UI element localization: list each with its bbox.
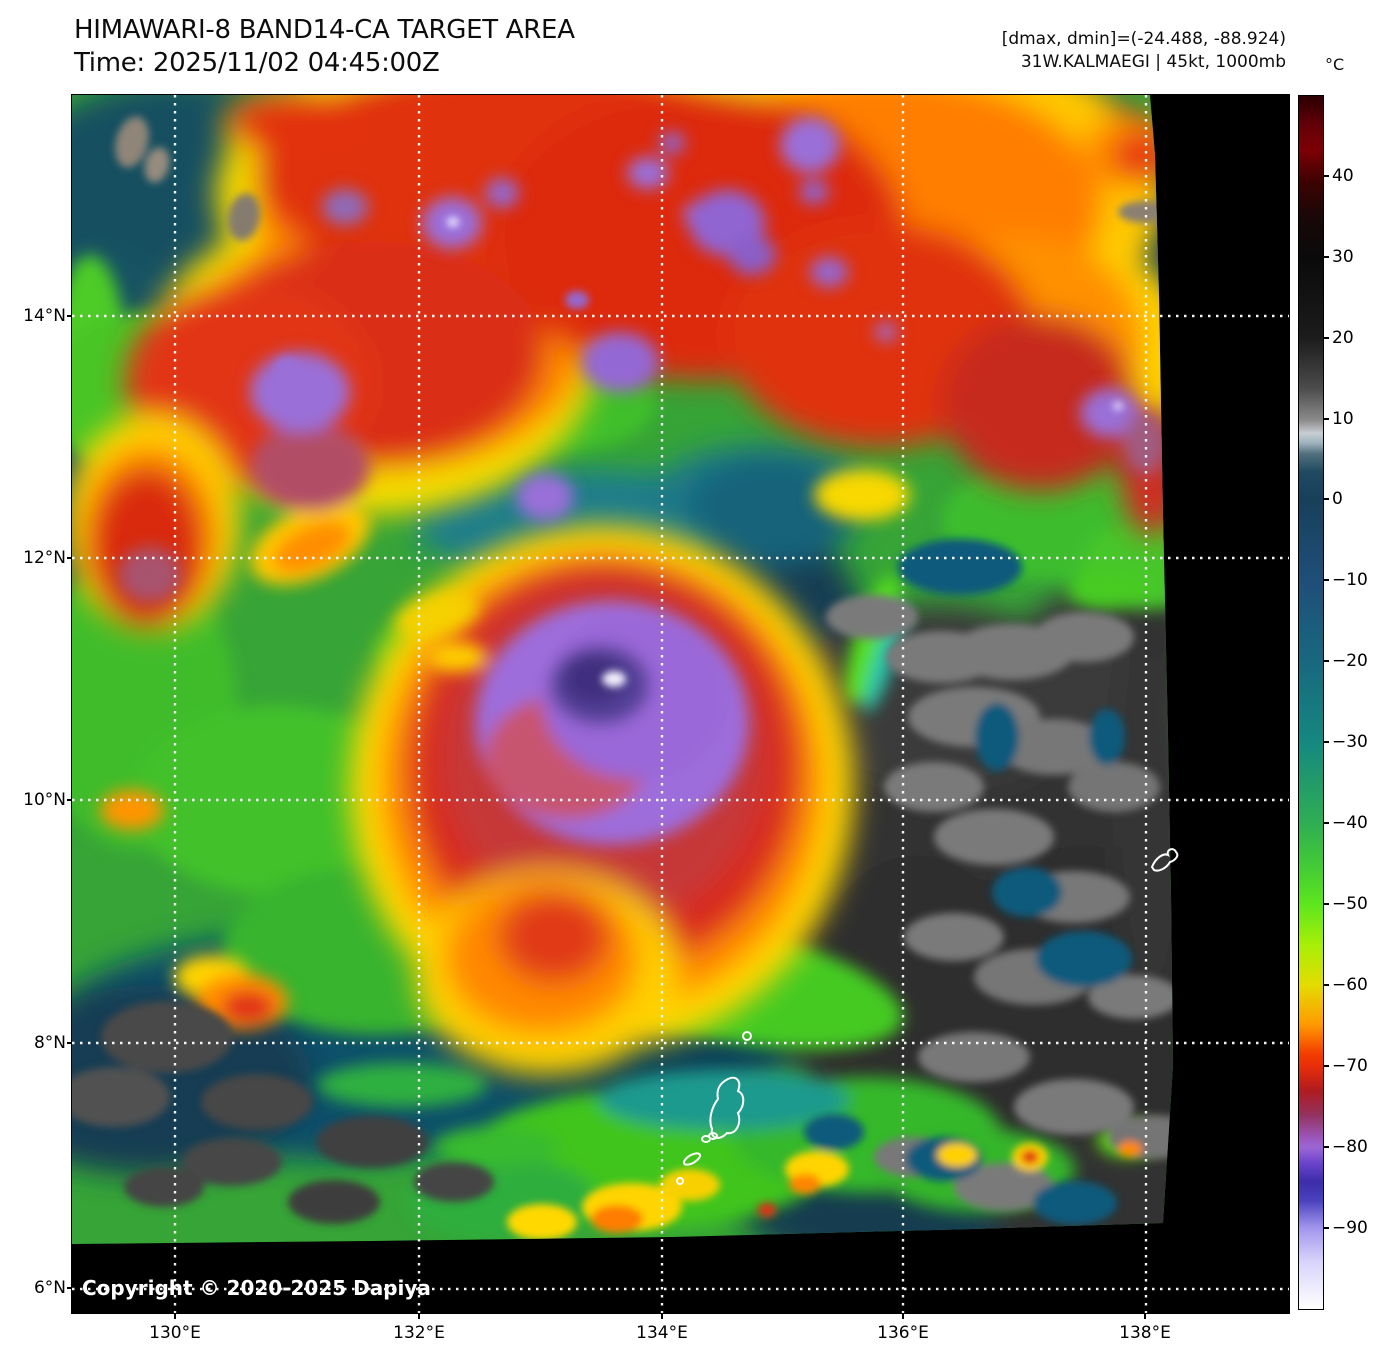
dmax-dmin-readout: [dmax, dmin]=(-24.488, -88.924) [1001,29,1286,49]
colorbar-tick [1324,1146,1329,1148]
colorbar-tick [1324,498,1329,500]
colorbar-tick [1324,660,1329,662]
colorbar-tick-label: −30 [1332,732,1368,752]
lon-tick [418,1314,420,1319]
temperature-colorbar [1298,95,1324,1310]
colorbar-tick-label: −10 [1332,570,1368,590]
lon-tick-label: 132°E [393,1323,445,1343]
graticule [72,95,1289,1313]
colorbar-tick [1324,984,1329,986]
timestamp: Time: 2025/11/02 04:45:00Z [74,48,440,78]
lat-tick [67,799,72,801]
lat-tick-label: 14°N [23,306,66,326]
colorbar-tick [1324,175,1329,177]
colorbar-tick-label: 10 [1332,409,1354,429]
colorbar-tick [1324,822,1329,824]
colorbar-tick-label: −80 [1332,1137,1368,1157]
colorbar-tick-label: −40 [1332,813,1368,833]
colorbar-tick-label: −20 [1332,651,1368,671]
copyright-notice: Copyright © 2020-2025 Dapiya [82,1276,431,1300]
lon-tick-label: 136°E [877,1323,929,1343]
satellite-image [72,95,1289,1313]
lon-tick-label: 130°E [149,1323,201,1343]
storm-info: 31W.KALMAEGI | 45kt, 1000mb [1020,52,1286,72]
colorbar-tick [1324,903,1329,905]
lat-tick [67,1287,72,1289]
colorbar-tick-label: −60 [1332,975,1368,995]
satellite-plot-area [71,94,1290,1314]
lat-tick-label: 10°N [23,790,66,810]
colorbar-tick [1324,256,1329,258]
colorbar-tick [1324,1227,1329,1229]
colorbar-tick-label: 40 [1332,166,1354,186]
lat-tick-label: 6°N [33,1278,66,1298]
lat-tick [67,557,72,559]
colorbar-tick-label: 0 [1332,489,1343,509]
annotation-block: [dmax, dmin]=(-24.488, -88.924) 31W.KALM… [1002,28,1286,74]
colorbar-tick-label: 30 [1332,247,1354,267]
colorbar-tick-label: 20 [1332,328,1354,348]
satellite-data-region [72,95,1173,1244]
lon-tick-label: 134°E [636,1323,688,1343]
title-block: HIMAWARI-8 BAND14-CA TARGET AREA Time: 2… [74,14,575,80]
colorbar-tick-label: −50 [1332,894,1368,914]
lon-tick [174,1314,176,1319]
lon-tick [902,1314,904,1319]
lon-tick-label: 138°E [1119,1323,1171,1343]
lat-tick-label: 12°N [23,548,66,568]
lon-tick [1144,1314,1146,1319]
colorbar-tick-label: −90 [1332,1218,1368,1238]
page-title: HIMAWARI-8 BAND14-CA TARGET AREA [74,15,575,45]
lat-tick [67,315,72,317]
colorbar-unit-label: °C [1325,55,1345,74]
lon-tick [661,1314,663,1319]
colorbar-tick-label: −70 [1332,1056,1368,1076]
colorbar-tick [1324,579,1329,581]
lat-tick-label: 8°N [33,1033,66,1053]
colorbar-tick [1324,1065,1329,1067]
colorbar-tick [1324,337,1329,339]
colorbar-tick [1324,418,1329,420]
colorbar-tick [1324,741,1329,743]
lat-tick [67,1042,72,1044]
island-outlines [676,848,1179,1185]
